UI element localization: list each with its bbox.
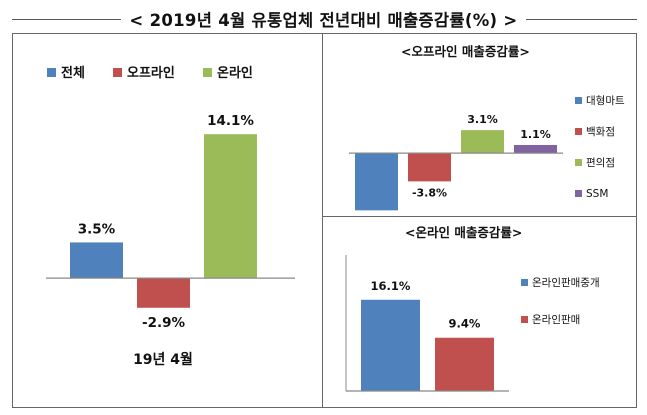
- bar-편의점: [461, 130, 504, 154]
- data-label-SSM: 1.1%: [520, 128, 551, 141]
- data-label-온라인판매중개: 16.1%: [371, 279, 411, 293]
- legend-label-온라인판매중개: 온라인판매중개: [532, 277, 600, 289]
- vertical-divider: [322, 33, 323, 408]
- legend-marker-백화점: [575, 128, 582, 135]
- legend-label-SSM: SSM: [586, 188, 608, 200]
- legend-label-오프라인: 오프라인: [127, 65, 175, 81]
- total-growth-chart: 전체 오프라인 온라인 3.5% -2.9% 14.1% 19년 4월: [46, 65, 295, 368]
- data-label-편의점: 3.1%: [467, 113, 498, 126]
- legend-marker-온라인판매: [521, 316, 528, 323]
- data-label-백화점: -3.8%: [412, 187, 447, 200]
- legend-marker-SSM: [575, 190, 582, 197]
- legend-marker-대형마트: [575, 97, 582, 104]
- legend-label-전체: 전체: [61, 65, 85, 81]
- chart-frame: [12, 33, 637, 408]
- legend-label-온라인판매: 온라인판매: [532, 314, 580, 326]
- offline-chart-title: <오프라인 매출증감률>: [401, 44, 530, 59]
- data-label-전체: 3.5%: [78, 221, 116, 237]
- legend-marker-전체: [47, 68, 56, 77]
- x-axis-label: 19년 4월: [133, 351, 193, 368]
- data-label-온라인판매: 9.4%: [449, 317, 481, 331]
- legend-marker-온라인: [203, 68, 212, 77]
- legend-label-온라인: 온라인: [217, 65, 253, 81]
- legend-label-편의점: 편의점: [586, 156, 615, 169]
- data-label-오프라인: -2.9%: [142, 315, 186, 331]
- bar-백화점: [408, 153, 451, 182]
- bar-전체: [70, 242, 123, 279]
- bar-온라인: [204, 134, 257, 279]
- bar-대형마트: [355, 153, 398, 211]
- legend-label-대형마트: 대형마트: [586, 95, 625, 107]
- bar-온라인판매중개: [361, 299, 420, 391]
- data-label-온라인: 14.1%: [207, 113, 254, 129]
- title-rule-right: [520, 19, 637, 20]
- bar-오프라인: [137, 278, 190, 308]
- title-rule-left: [12, 19, 132, 20]
- legend-marker-오프라인: [113, 68, 122, 77]
- bar-온라인판매: [435, 337, 494, 391]
- legend-marker-온라인판매중개: [521, 279, 528, 286]
- legend-marker-편의점: [575, 159, 582, 166]
- horizontal-divider: [322, 216, 637, 217]
- page-title: < 2019년 4월 유통업체 전년대비 매출증감률(%) >: [0, 7, 647, 31]
- bar-SSM: [514, 144, 557, 154]
- online-chart-title: <온라인 매출증감률>: [405, 225, 523, 240]
- legend-label-백화점: 백화점: [586, 126, 615, 138]
